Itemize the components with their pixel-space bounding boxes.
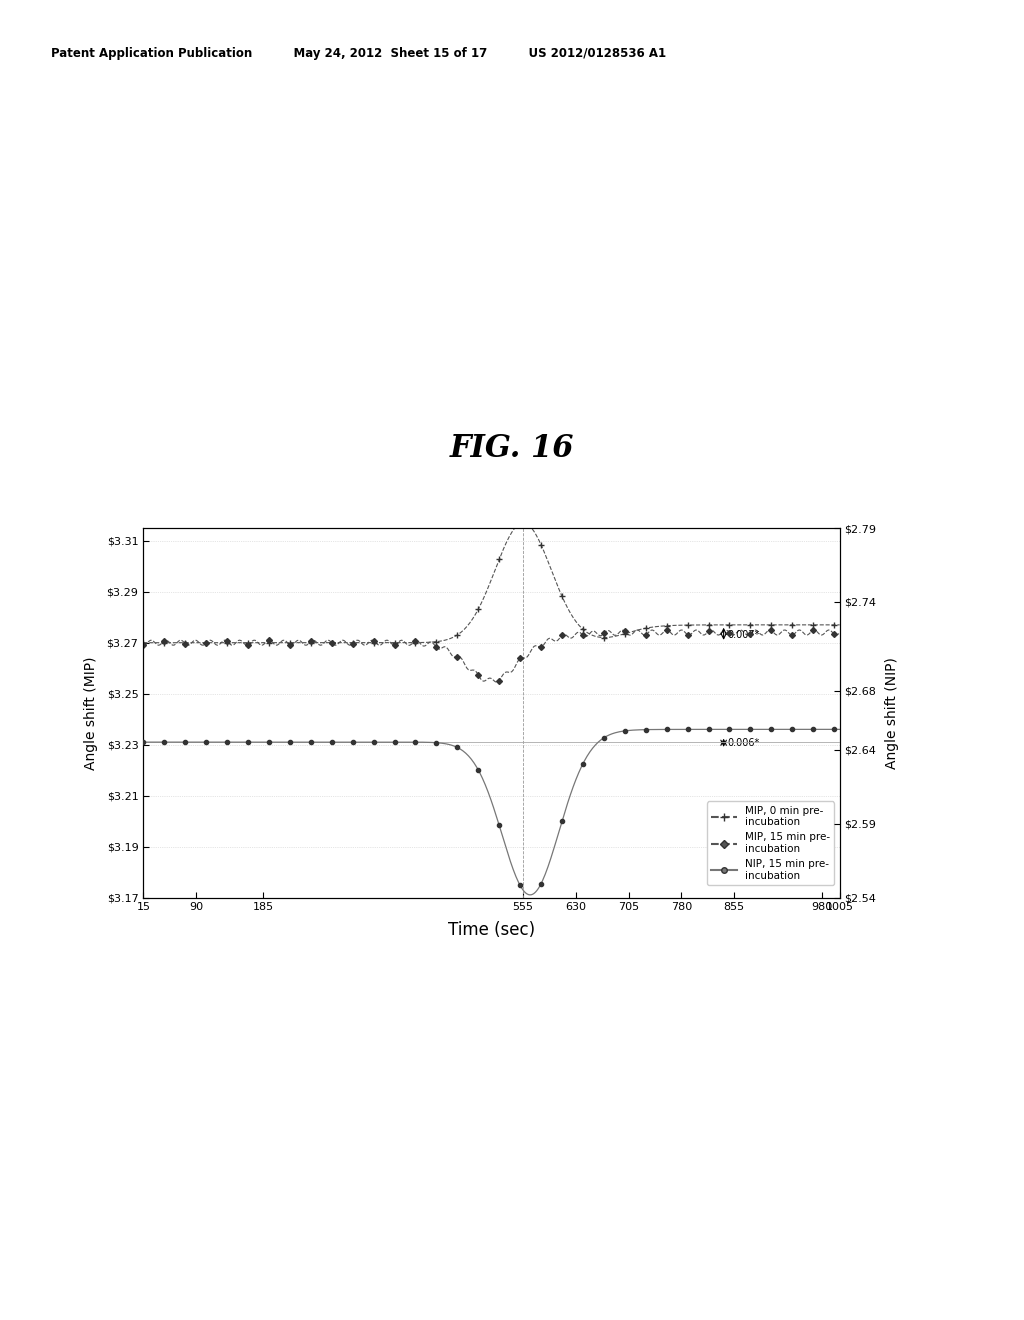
X-axis label: Time (sec): Time (sec) bbox=[447, 921, 536, 939]
Y-axis label: Angle shift (MIP): Angle shift (MIP) bbox=[84, 656, 98, 770]
Text: 0.006*: 0.006* bbox=[727, 738, 760, 748]
Text: 0.007*: 0.007* bbox=[727, 630, 760, 640]
Y-axis label: Angle shift (NIP): Angle shift (NIP) bbox=[885, 657, 899, 768]
Text: Patent Application Publication          May 24, 2012  Sheet 15 of 17          US: Patent Application Publication May 24, 2… bbox=[51, 46, 667, 59]
Legend: MIP, 0 min pre-
incubation, MIP, 15 min pre-
incubation, NIP, 15 min pre-
incuba: MIP, 0 min pre- incubation, MIP, 15 min … bbox=[707, 801, 835, 884]
Text: FIG. 16: FIG. 16 bbox=[450, 433, 574, 465]
